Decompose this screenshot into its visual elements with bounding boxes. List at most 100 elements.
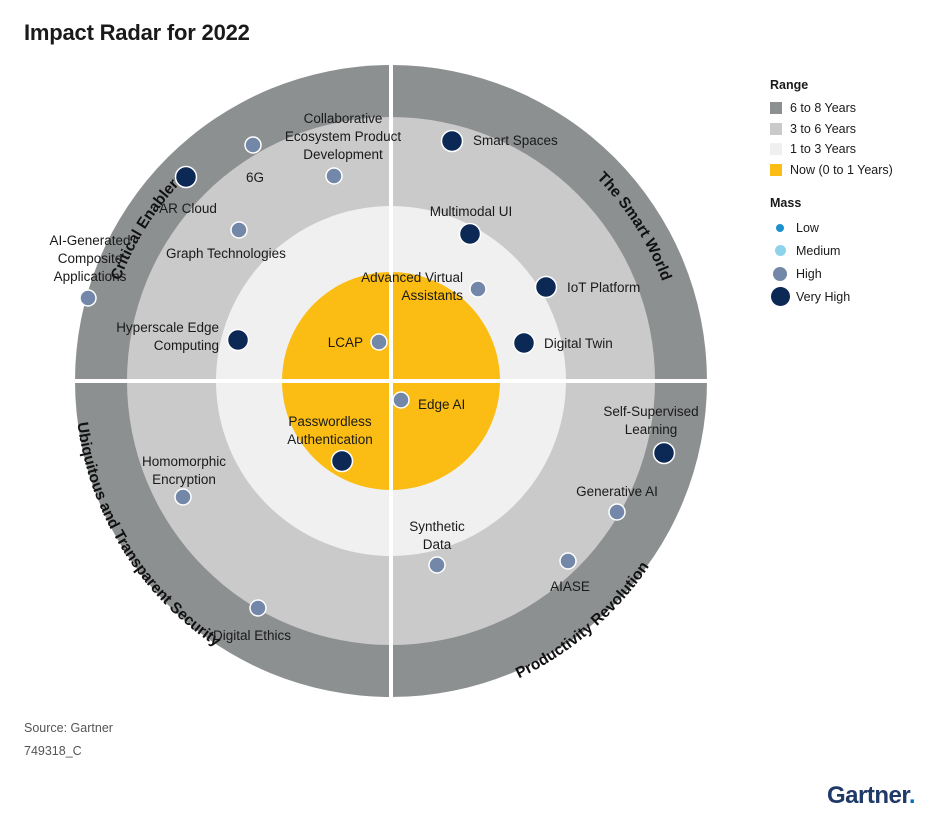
technology-label: Smart Spaces	[473, 133, 558, 148]
technology-label: AI-Generated Composite Applications	[49, 233, 130, 284]
technology-label-line: Homomorphic	[142, 454, 226, 469]
mass-marker	[330, 449, 354, 473]
mass-marker	[440, 129, 464, 153]
source-note: Source: Gartner	[24, 721, 113, 735]
technology-label-line: 6G	[246, 170, 264, 185]
technology-label-line: Digital Ethics	[213, 628, 291, 643]
technology-synthetic-data: Synthetic Data	[409, 519, 465, 574]
technology-label: Digital Ethics	[213, 628, 291, 643]
mass-marker	[370, 333, 388, 351]
technology-label: Digital Twin	[544, 336, 613, 351]
technology-label: IoT Platform	[567, 280, 640, 295]
technology-advanced-virtual-assistants: Advanced Virtual Assistants	[361, 270, 487, 303]
technology-label: Homomorphic Encryption	[142, 454, 226, 487]
legend-mass-dot-cell	[770, 266, 790, 281]
legend-mass-title: Mass	[770, 196, 802, 210]
mass-marker	[428, 556, 446, 574]
technology-label-line: Passwordless	[288, 414, 372, 429]
technology-label-line: Computing	[154, 338, 219, 353]
logo-text: Gartner	[827, 782, 909, 809]
legend-range-swatch	[770, 143, 782, 156]
mass-marker	[608, 503, 626, 521]
technology-label-line: Multimodal UI	[430, 204, 513, 219]
technology-label-line: Graph Technologies	[166, 246, 286, 261]
technology-label-line: AR Cloud	[159, 201, 217, 216]
legend-mass-item: Very High	[770, 285, 930, 308]
mass-marker	[249, 599, 267, 617]
mass-marker	[174, 165, 198, 189]
legend: Range 6 to 8 Years 3 to 6 Years 1 to 3 Yea…	[770, 78, 930, 308]
technology-label-line: Applications	[54, 269, 127, 284]
mass-marker	[559, 552, 577, 570]
mass-marker	[652, 441, 676, 465]
technology-collaborative-ecosystem-product-development: Collaborative Ecosystem Product Developmen…	[285, 111, 402, 185]
legend-range-title: Range	[770, 78, 809, 92]
mass-marker	[230, 221, 248, 239]
technology-label-line: Digital Twin	[544, 336, 613, 351]
legend-mass-item: Medium	[770, 239, 930, 262]
technology-label-line: Collaborative	[304, 111, 383, 126]
mass-marker	[79, 289, 97, 307]
legend-mass-label: Low	[796, 220, 819, 235]
technology-label-line: Advanced Virtual	[361, 270, 463, 285]
technology-label-line: Authentication	[287, 432, 373, 447]
legend-range-label: 6 to 8 Years	[790, 101, 857, 116]
technology-label-line: Encryption	[152, 472, 216, 487]
technology-label: LCAP	[328, 335, 363, 350]
technology-label: 6G	[246, 170, 264, 185]
legend-mass-item: High	[770, 262, 930, 285]
legend-mass-dot	[770, 287, 790, 306]
legend-range-swatch	[770, 163, 782, 176]
legend-mass-label: Very High	[796, 289, 851, 304]
legend-mass-label: Medium	[796, 243, 841, 258]
technology-label-line: Synthetic	[409, 519, 465, 534]
figure-code: 749318_C	[24, 744, 82, 758]
legend-range-item: Now (0 to 1 Years)	[770, 160, 930, 181]
legend-range-item: 1 to 3 Years	[770, 139, 930, 160]
technology-label: Graph Technologies	[166, 246, 286, 261]
technology-label: Multimodal UI	[430, 204, 513, 219]
technology-aiase: AIASE	[550, 552, 590, 594]
technology-homomorphic-encryption: Homomorphic Encryption	[142, 454, 226, 506]
mass-marker	[512, 331, 536, 355]
mass-marker	[226, 328, 250, 352]
mass-marker	[174, 488, 192, 506]
legend-range-swatch	[770, 122, 782, 135]
gartner-logo: Gartner.	[827, 782, 916, 810]
technology-label: AR Cloud	[159, 201, 217, 216]
page-title: Impact Radar for 2022	[24, 20, 250, 45]
technology-label-line: LCAP	[328, 335, 363, 350]
legend-mass-dot-cell	[770, 223, 790, 232]
technology-label: Self-Supervised Learning	[603, 404, 698, 437]
legend-mass-label: High	[796, 266, 822, 281]
technology-label-line: Ecosystem Product	[285, 129, 402, 144]
legend-range-item: 3 to 6 Years	[770, 119, 930, 140]
technology-self-supervised-learning: Self-Supervised Learning	[603, 404, 699, 465]
legend-range-item: 6 to 8 Years	[770, 98, 930, 119]
technology-edge-ai: Edge AI	[392, 391, 465, 412]
technology-label-line: Self-Supervised	[603, 404, 698, 419]
technology-smart-spaces: Smart Spaces	[440, 129, 558, 153]
technology-label-line: Generative AI	[576, 484, 658, 499]
technology-label-line: Composite	[58, 251, 123, 266]
technology-label-line: Development	[303, 147, 383, 162]
technology-label: AIASE	[550, 579, 590, 594]
technology-label-line: IoT Platform	[567, 280, 640, 295]
legend-mass-item: Low	[770, 216, 930, 239]
technology-lcap: LCAP	[328, 333, 388, 351]
technology-label-line: Learning	[625, 422, 678, 437]
mass-marker	[325, 167, 343, 185]
technology-6g: 6G	[244, 136, 264, 185]
technology-label-line: Assistants	[401, 288, 463, 303]
technology-label: Hyperscale Edge Computing	[116, 320, 219, 353]
technology-label-line: AI-Generated	[49, 233, 130, 248]
legend-mass-dot-cell	[770, 245, 790, 256]
technology-ai-generated-composite-applications: AI-Generated Composite Applications	[49, 233, 131, 307]
legend-range-label: Now (0 to 1 Years)	[790, 162, 893, 177]
technology-label-line: AIASE	[550, 579, 590, 594]
technology-multimodal-ui: Multimodal UI	[430, 204, 513, 246]
technology-label-line: Data	[423, 537, 452, 552]
legend-range-label: 1 to 3 Years	[790, 142, 857, 157]
logo-mark: .	[908, 782, 916, 809]
